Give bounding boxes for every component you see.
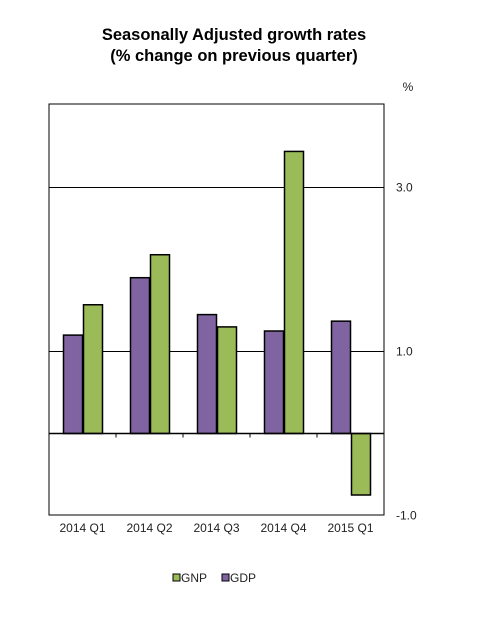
bars [62, 150, 372, 496]
chart-subtitle: (% change on previous quarter) [110, 47, 358, 65]
bar-gdp-2014-q2 [129, 276, 151, 435]
bar-gdp-2014-q3 [196, 313, 218, 435]
y-tick-labels: 3.0 1.0 -1.0 [396, 181, 417, 523]
legend-label-gnp: GNP [181, 571, 207, 585]
bar-gnp-2014-q4 [283, 150, 305, 435]
bar-gnp-2015-q1 [350, 432, 372, 496]
bar-gdp-2014-q1 [62, 334, 84, 435]
bar-gnp-2014-q2 [149, 253, 171, 435]
legend-swatch-gdp [221, 573, 230, 582]
x-tick-label: 2014 Q1 [59, 521, 105, 535]
y-tick-label: 1.0 [396, 345, 413, 359]
legend-swatch-gnp [172, 573, 181, 582]
bar-gnp-2014-q3 [216, 326, 238, 435]
x-tick-label: 2015 Q1 [327, 521, 373, 535]
plot-area [48, 103, 385, 516]
y-axis-unit-label: % [403, 80, 414, 94]
x-tick-label: 2014 Q4 [260, 521, 306, 535]
y-tick-label: 3.0 [396, 181, 413, 195]
chart-title: Seasonally Adjusted growth rates [102, 26, 366, 44]
legend-label-gdp: GDP [230, 571, 256, 585]
bar-gdp-2014-q4 [263, 330, 285, 435]
x-tick-label: 2014 Q2 [126, 521, 172, 535]
x-tick-labels: 2014 Q1 2014 Q2 2014 Q3 2014 Q4 2015 Q1 [59, 521, 373, 535]
bar-gdp-2015-q1 [330, 320, 352, 435]
x-tick-label: 2014 Q3 [193, 521, 239, 535]
legend: GNP GDP [172, 571, 256, 585]
bar-gnp-2014-q1 [82, 304, 104, 435]
y-tick-label: -1.0 [396, 509, 417, 523]
zero-axis [48, 432, 385, 438]
